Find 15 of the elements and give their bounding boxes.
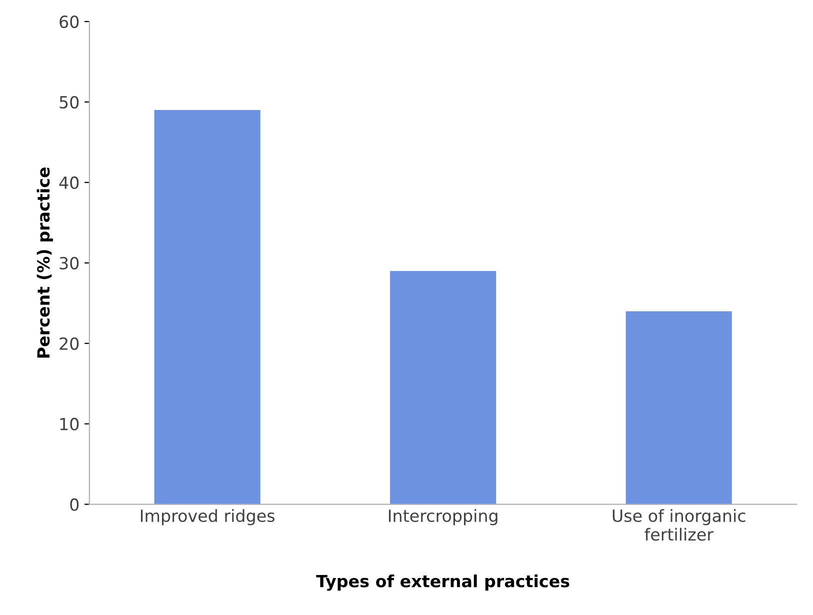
y-tick-label: 60 bbox=[60, 15, 79, 28]
y-tick-label: 50 bbox=[60, 96, 79, 109]
x-axis-title: Types of external practices bbox=[316, 574, 570, 591]
y-tick-label: 30 bbox=[60, 256, 79, 270]
x-tick-label: Intercropping bbox=[388, 509, 498, 526]
bar bbox=[390, 270, 496, 504]
y-tick-label: 0 bbox=[70, 498, 79, 511]
y-tick-label: 40 bbox=[59, 176, 79, 190]
x-tick-label: Use of inorganic fertilizer bbox=[612, 509, 746, 541]
y-tick-label: 10 bbox=[60, 418, 79, 430]
y-tick-label: 20 bbox=[60, 337, 79, 350]
x-tick-label: Improved ridges bbox=[140, 509, 274, 526]
y-axis-title: Percent (%) practice bbox=[36, 168, 53, 358]
bar bbox=[626, 311, 732, 504]
bar bbox=[154, 110, 260, 504]
